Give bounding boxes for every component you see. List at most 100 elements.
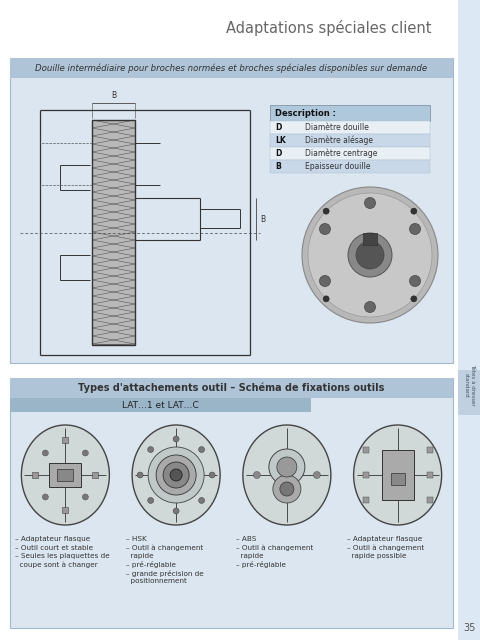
Circle shape (356, 241, 384, 269)
Text: – pré-réglable: – pré-réglable (126, 561, 176, 568)
Text: rapide: rapide (237, 553, 264, 559)
Bar (427, 447, 432, 453)
Bar (458, 370, 480, 400)
Bar (62, 507, 68, 513)
Text: – Adaptateur flasque: – Adaptateur flasque (15, 536, 90, 542)
Text: – grande précision de: – grande précision de (126, 570, 204, 577)
Circle shape (409, 275, 420, 287)
Circle shape (42, 494, 48, 500)
Circle shape (148, 447, 204, 503)
Text: 35: 35 (463, 623, 475, 633)
Bar (270, 147, 430, 160)
Circle shape (42, 450, 48, 456)
Circle shape (348, 233, 392, 277)
Circle shape (83, 450, 88, 456)
Circle shape (364, 198, 375, 209)
Bar (363, 233, 377, 245)
Text: coupe sont à changer: coupe sont à changer (15, 561, 98, 568)
Circle shape (323, 208, 329, 214)
Bar (92, 472, 98, 478)
Bar (362, 472, 369, 478)
Text: Adaptations spéciales client: Adaptations spéciales client (227, 20, 432, 36)
Circle shape (170, 469, 182, 481)
Bar (62, 437, 68, 443)
Bar (10, 58, 453, 78)
Text: rapide: rapide (126, 553, 154, 559)
Ellipse shape (22, 425, 109, 525)
Text: D: D (275, 149, 281, 158)
Text: Description :: Description : (275, 109, 336, 118)
Circle shape (411, 208, 417, 214)
Bar (362, 447, 369, 453)
Circle shape (308, 193, 432, 317)
Circle shape (253, 472, 260, 479)
Bar (49, 463, 82, 487)
Text: – Outil court et stable: – Outil court et stable (15, 545, 93, 550)
Circle shape (364, 301, 375, 312)
Circle shape (173, 436, 179, 442)
Text: – pré-réglable: – pré-réglable (237, 561, 287, 568)
Circle shape (320, 223, 330, 234)
Circle shape (156, 455, 196, 495)
Text: – Outil à changement: – Outil à changement (237, 545, 314, 551)
Circle shape (273, 475, 301, 503)
Bar (270, 134, 430, 147)
Text: Diamètre douille: Diamètre douille (305, 123, 369, 132)
Bar (32, 472, 38, 478)
Ellipse shape (243, 425, 331, 525)
Text: D: D (275, 123, 281, 132)
Text: B: B (275, 162, 281, 171)
Text: – Outil à changement: – Outil à changement (347, 545, 424, 551)
Ellipse shape (354, 425, 442, 525)
Circle shape (173, 508, 179, 514)
Bar (391, 473, 405, 485)
Text: positionnement: positionnement (126, 579, 187, 584)
Bar (10, 378, 453, 628)
Bar (382, 450, 414, 500)
Circle shape (313, 472, 320, 479)
Bar (10, 378, 453, 398)
Circle shape (199, 447, 204, 452)
Text: B: B (111, 91, 116, 100)
Text: LAT…1 et LAT…C: LAT…1 et LAT…C (122, 401, 199, 410)
Text: – ABS: – ABS (237, 536, 257, 542)
Bar (92, 120, 135, 345)
Bar (10, 398, 311, 412)
Bar (58, 469, 73, 481)
Text: Têtes à dresser
standard: Têtes à dresser standard (463, 364, 475, 406)
Circle shape (323, 296, 329, 302)
Circle shape (280, 482, 294, 496)
Text: Diamètre alésage: Diamètre alésage (305, 136, 373, 145)
Text: – Seules les plaquettes de: – Seules les plaquettes de (15, 553, 110, 559)
Text: – Outil à changement: – Outil à changement (126, 545, 203, 551)
Bar (10, 58, 453, 363)
Bar (427, 497, 432, 503)
Circle shape (302, 187, 438, 323)
Circle shape (148, 497, 154, 504)
Text: rapide possible: rapide possible (347, 553, 407, 559)
Circle shape (163, 462, 189, 488)
Text: B: B (260, 214, 265, 223)
Circle shape (148, 447, 154, 452)
Text: – Adaptateur flasque: – Adaptateur flasque (347, 536, 422, 542)
Circle shape (320, 275, 330, 287)
Bar (270, 105, 430, 121)
Circle shape (137, 472, 143, 478)
Circle shape (409, 223, 420, 234)
Circle shape (199, 497, 204, 504)
Text: LK: LK (275, 136, 286, 145)
Bar (270, 121, 430, 134)
Text: Douille intermédiaire pour broches normées et broches spéciales disponibles sur : Douille intermédiaire pour broches normé… (36, 63, 428, 73)
Text: – HSK: – HSK (126, 536, 146, 542)
Circle shape (411, 296, 417, 302)
Bar (427, 472, 432, 478)
Circle shape (209, 472, 215, 478)
Text: Diamètre centrage: Diamètre centrage (305, 148, 377, 158)
Bar (458, 370, 480, 415)
Circle shape (269, 449, 305, 485)
Text: Types d'attachements outil – Schéma de fixations outils: Types d'attachements outil – Schéma de f… (78, 383, 384, 393)
Circle shape (277, 457, 297, 477)
Ellipse shape (132, 425, 220, 525)
Bar (362, 497, 369, 503)
Text: Epaisseur douille: Epaisseur douille (305, 162, 371, 171)
